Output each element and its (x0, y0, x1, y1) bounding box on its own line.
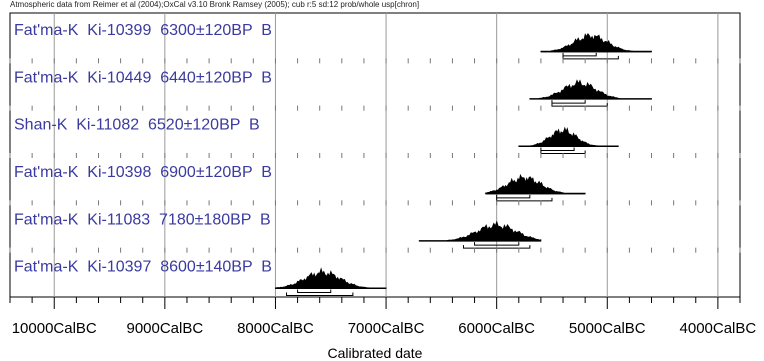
chart-header-note: Atmospheric data from Reimer et al (2004… (10, 0, 420, 9)
sample-label: Fat'ma-K Ki-10397 8600±140BP B (14, 259, 272, 276)
x-tick-label: 10000CalBC (12, 320, 97, 337)
x-tick-label: 4000CalBC (680, 320, 757, 337)
sigma2-bracket (286, 292, 354, 296)
x-tick-label: 5000CalBC (569, 320, 646, 337)
sample-label: Fat'ma-K Ki-11083 7180±180BP B (14, 211, 271, 228)
plot-frame (9, 12, 741, 298)
sample-label: Fat'ma-K Ki-10449 6440±120BP B (14, 69, 272, 86)
sigma1-bracket (540, 147, 575, 151)
x-tick-label: 7000CalBC (348, 320, 425, 337)
x-tick-label: 6000CalBC (458, 320, 535, 337)
probability-distribution (485, 173, 586, 195)
x-tick-label: 9000CalBC (126, 320, 203, 337)
probability-distribution (275, 267, 387, 289)
sigma1-bracket (496, 194, 531, 199)
sigma1-bracket (474, 242, 520, 246)
sigma2-bracket (562, 55, 619, 60)
sigma1-bracket (551, 100, 586, 104)
probability-distribution (540, 32, 652, 53)
probability-distribution (529, 79, 652, 100)
x-tick-label: 8000CalBC (237, 320, 314, 337)
sigma2-bracket (551, 103, 608, 107)
x-axis-label: Calibrated date (328, 345, 423, 361)
sigma1-bracket (297, 289, 332, 293)
sample-label: Shan-K Ki-11082 6520±120BP B (14, 117, 260, 134)
sample-label: Fat'ma-K Ki-10399 6300±120BP B (14, 22, 272, 39)
sigma2-bracket (496, 197, 553, 202)
sigma1-bracket (562, 52, 597, 57)
sample-label: Fat'ma-K Ki-10398 6900±120BP B (14, 164, 272, 181)
probability-distribution (418, 220, 542, 242)
probability-distribution (518, 126, 619, 147)
